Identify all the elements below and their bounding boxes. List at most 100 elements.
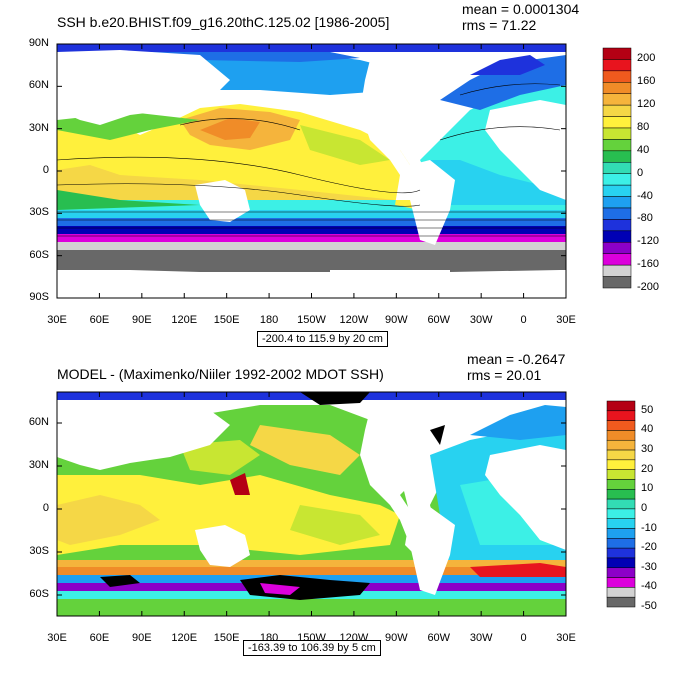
colorbar-swatch bbox=[602, 150, 632, 163]
contour-range-label: -200.4 to 115.9 by 20 cm bbox=[257, 331, 388, 347]
lat-tick-label: 30N bbox=[28, 459, 49, 471]
lon-tick-label: 150E bbox=[213, 632, 240, 644]
lat-tick-label: 0 bbox=[42, 502, 49, 514]
colorbar-label: 200 bbox=[637, 52, 656, 65]
colorbar-label: -40 bbox=[641, 580, 657, 593]
colorbar-label: -120 bbox=[637, 235, 660, 248]
colorbar-label: -10 bbox=[641, 521, 657, 534]
colorbar-swatch bbox=[602, 104, 632, 117]
rms-stat: rms = 71.22 bbox=[462, 17, 537, 33]
colorbar-label: 30 bbox=[641, 443, 654, 456]
difference-map-figure bbox=[56, 391, 636, 617]
lat-tick-label: 90S bbox=[29, 291, 49, 303]
colorbar-swatch bbox=[602, 127, 632, 140]
colorbar-label: -160 bbox=[637, 258, 660, 271]
lon-tick-label: 30E bbox=[47, 314, 67, 326]
colorbar-label: -40 bbox=[637, 189, 653, 202]
lon-tick-label: 0 bbox=[520, 314, 527, 326]
colorbar-label: 20 bbox=[641, 462, 654, 475]
colorbar-swatch bbox=[602, 162, 632, 174]
lon-tick-label: 180 bbox=[259, 314, 279, 326]
lon-tick-label: 30E bbox=[556, 314, 576, 326]
lon-tick-label: 30E bbox=[556, 632, 576, 644]
colorbar-label: -50 bbox=[641, 600, 657, 612]
colorbar-swatch bbox=[602, 242, 632, 254]
colorbar-swatch bbox=[606, 587, 636, 598]
colorbar-swatch bbox=[606, 547, 636, 559]
colorbar-swatch bbox=[606, 479, 636, 490]
colorbar-swatch bbox=[602, 139, 632, 152]
colorbar-swatch bbox=[606, 449, 636, 461]
ssh-map-field bbox=[57, 44, 566, 298]
lon-tick-label: 120E bbox=[171, 314, 198, 326]
lat-tick-label: 30S bbox=[29, 545, 49, 557]
colorbar-swatch bbox=[602, 47, 632, 60]
colorbar-swatch bbox=[602, 173, 632, 186]
lon-tick-label: 30W bbox=[469, 632, 493, 644]
colorbar-label: 40 bbox=[641, 423, 654, 436]
colorbar-swatch bbox=[606, 410, 636, 421]
mean-stat: mean = -0.2647 bbox=[467, 351, 566, 367]
lon-tick-label: 60E bbox=[89, 314, 110, 326]
colorbar-label: -200 bbox=[637, 281, 660, 293]
colorbar-swatch bbox=[602, 116, 632, 129]
colorbar-swatch bbox=[602, 253, 632, 266]
colorbar-swatch bbox=[606, 567, 636, 578]
rms-stat: rms = 20.01 bbox=[467, 367, 542, 383]
colorbar-swatch bbox=[606, 508, 636, 519]
colorbar-swatch bbox=[606, 420, 636, 431]
colorbar-label: 40 bbox=[637, 143, 650, 156]
colorbar-swatch bbox=[602, 264, 632, 277]
colorbar-swatch bbox=[606, 528, 636, 539]
colorbar-swatch bbox=[606, 400, 636, 412]
lat-tick-label: 30S bbox=[29, 206, 49, 219]
colorbar-label: 80 bbox=[637, 121, 650, 133]
land-antarctica bbox=[57, 270, 566, 298]
colorbar-swatch bbox=[606, 577, 636, 588]
colorbar-swatch bbox=[606, 459, 636, 470]
difference-map-panel: MODEL - (Maximenko/Niiler 1992-2002 MDOT… bbox=[0, 345, 700, 700]
colorbar-label: 50 bbox=[641, 403, 654, 416]
colorbar-label: 160 bbox=[637, 75, 656, 88]
lon-tick-label: 150W bbox=[297, 314, 326, 326]
colorbar-swatch bbox=[602, 196, 632, 209]
colorbar-swatch bbox=[602, 219, 632, 232]
colorbar-swatch bbox=[602, 276, 632, 289]
lon-tick-label: 30E bbox=[47, 632, 67, 644]
lat-tick-label: 60S bbox=[29, 588, 49, 600]
lon-tick-label: 0 bbox=[520, 632, 527, 644]
lon-tick-label: 90W bbox=[385, 314, 408, 326]
colorbar-label: -20 bbox=[641, 541, 657, 554]
panel-title: MODEL - (Maximenko/Niiler 1992-2002 MDOT… bbox=[57, 366, 384, 382]
difference-map-field bbox=[57, 392, 566, 616]
lat-tick-label: 60S bbox=[29, 248, 49, 261]
colorbar-swatch bbox=[606, 518, 636, 529]
ssh-map-panel: SSH b.e20.BHIST.f09_g16.20thC.125.02 [19… bbox=[0, 0, 700, 347]
lon-tick-label: 90W bbox=[385, 632, 408, 644]
lon-tick-label: 60E bbox=[89, 632, 110, 644]
colorbar-swatch bbox=[602, 207, 632, 220]
lon-tick-label: 60W bbox=[427, 314, 451, 326]
colorbar-label: 10 bbox=[641, 482, 654, 495]
lat-tick-label: 30N bbox=[28, 121, 49, 134]
mean-stat: mean = 0.0001304 bbox=[462, 1, 580, 17]
colorbar-label: 0 bbox=[641, 501, 648, 514]
colorbar-swatch bbox=[606, 439, 636, 451]
lat-tick-label: 0 bbox=[42, 164, 49, 176]
colorbar-swatch bbox=[606, 430, 636, 441]
lon-tick-label: 30W bbox=[469, 314, 493, 326]
panel-title: SSH b.e20.BHIST.f09_g16.20thC.125.02 [19… bbox=[57, 14, 390, 30]
land-eurasia bbox=[57, 50, 230, 125]
colorbar-swatch bbox=[606, 538, 636, 549]
colorbar-swatch bbox=[606, 489, 636, 500]
colorbar-label: 0 bbox=[637, 166, 644, 179]
land-australia bbox=[195, 180, 250, 222]
colorbar-swatch bbox=[602, 93, 632, 106]
colorbar-swatch bbox=[606, 498, 636, 510]
colorbar-swatch bbox=[602, 70, 632, 83]
lon-tick-label: 120W bbox=[339, 314, 369, 326]
colorbar-swatch bbox=[606, 469, 636, 480]
colorbar-swatch bbox=[606, 557, 636, 569]
contour-range-label: -163.39 to 106.39 by 5 cm bbox=[243, 640, 381, 656]
land-americas bbox=[360, 55, 455, 245]
